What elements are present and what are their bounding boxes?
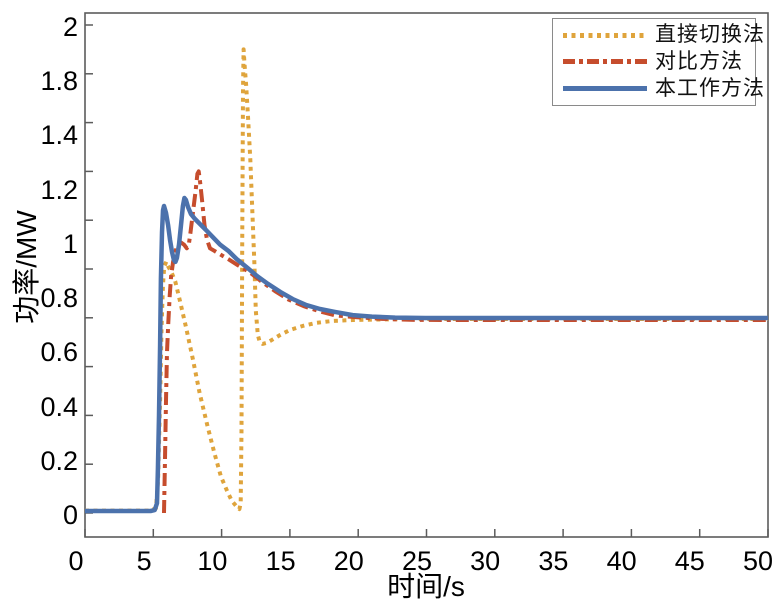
y-tick-label: 0.8 bbox=[40, 283, 78, 314]
proposed-curve bbox=[85, 195, 768, 514]
curves-group bbox=[85, 47, 768, 514]
solid-line-sample bbox=[563, 86, 647, 92]
x-tick-label: 50 bbox=[742, 546, 774, 576]
x-tick-label: 45 bbox=[674, 546, 705, 576]
dash-dot-line-sample bbox=[563, 59, 647, 65]
y-tick-label: 1.2 bbox=[40, 174, 78, 205]
legend-label: 对比方法 bbox=[655, 49, 743, 73]
x-tick-label: 25 bbox=[401, 546, 433, 576]
y-tick-label: 0.4 bbox=[40, 391, 78, 422]
legend-label: 本工作方法 bbox=[655, 76, 765, 100]
y-tick-label: 0.2 bbox=[40, 445, 78, 476]
y-tick-label: 1 bbox=[62, 228, 78, 259]
legend-box: 直接切换法 对比方法 本工作方法 bbox=[552, 18, 764, 106]
y-tick-label: 0 bbox=[62, 499, 78, 530]
x-tick-label: 40 bbox=[606, 546, 637, 576]
legend-entry-comparison: 对比方法 bbox=[557, 50, 751, 74]
x-tick-label: 10 bbox=[197, 546, 228, 576]
y-tick-label: 1.8 bbox=[40, 66, 78, 97]
x-tick-label: 35 bbox=[538, 546, 569, 576]
y-tick-label: 2 bbox=[62, 12, 78, 42]
y-tick-label: 0.6 bbox=[40, 337, 78, 368]
dotted-line-sample bbox=[563, 32, 647, 38]
legend-entry-direct-switching: 直接切换法 bbox=[557, 23, 764, 47]
x-tick-label: 20 bbox=[333, 546, 364, 576]
comparison-curve bbox=[162, 169, 768, 514]
x-tick-label: 15 bbox=[265, 546, 296, 576]
x-tick-label: 5 bbox=[136, 546, 152, 576]
x-tick-label: 30 bbox=[470, 546, 501, 576]
legend-entry-proposed: 本工作方法 bbox=[557, 77, 764, 101]
direct-switching-curve bbox=[85, 47, 768, 513]
legend-label: 直接切换法 bbox=[655, 23, 765, 47]
y-axis-title: 功率/MW bbox=[11, 210, 42, 324]
y-tick-label: 1.4 bbox=[40, 120, 78, 151]
x-axis-title: 时间/s bbox=[387, 571, 465, 602]
x-tick-label: 0 bbox=[68, 546, 84, 576]
